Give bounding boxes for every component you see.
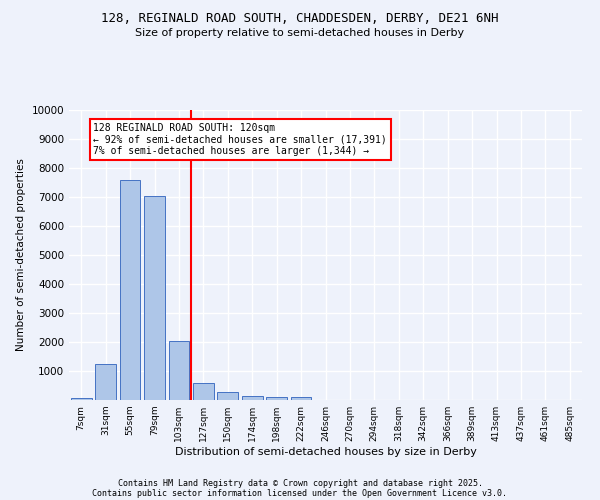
Text: 128, REGINALD ROAD SOUTH, CHADDESDEN, DERBY, DE21 6NH: 128, REGINALD ROAD SOUTH, CHADDESDEN, DE… <box>101 12 499 26</box>
X-axis label: Distribution of semi-detached houses by size in Derby: Distribution of semi-detached houses by … <box>175 447 476 457</box>
Bar <box>290 397 311 400</box>
Bar <box>71 398 92 400</box>
Text: Size of property relative to semi-detached houses in Derby: Size of property relative to semi-detach… <box>136 28 464 38</box>
Y-axis label: Number of semi-detached properties: Number of semi-detached properties <box>16 158 26 352</box>
Bar <box>169 340 190 400</box>
Text: Contains HM Land Registry data © Crown copyright and database right 2025.: Contains HM Land Registry data © Crown c… <box>118 478 482 488</box>
Bar <box>217 392 238 400</box>
Bar <box>144 196 165 400</box>
Text: 128 REGINALD ROAD SOUTH: 120sqm
← 92% of semi-detached houses are smaller (17,39: 128 REGINALD ROAD SOUTH: 120sqm ← 92% of… <box>94 123 387 156</box>
Bar <box>119 180 140 400</box>
Text: Contains public sector information licensed under the Open Government Licence v3: Contains public sector information licen… <box>92 488 508 498</box>
Bar <box>95 364 116 400</box>
Bar <box>266 396 287 400</box>
Bar <box>193 382 214 400</box>
Bar <box>242 396 263 400</box>
